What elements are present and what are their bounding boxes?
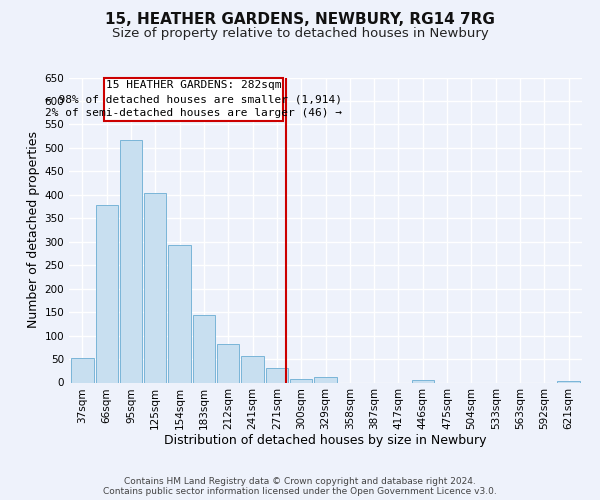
Bar xyxy=(241,356,264,382)
Text: Contains HM Land Registry data © Crown copyright and database right 2024.: Contains HM Land Registry data © Crown c… xyxy=(124,477,476,486)
Bar xyxy=(193,315,215,382)
X-axis label: Distribution of detached houses by size in Newbury: Distribution of detached houses by size … xyxy=(164,434,487,446)
Bar xyxy=(314,378,337,382)
Text: 15, HEATHER GARDENS, NEWBURY, RG14 7RG: 15, HEATHER GARDENS, NEWBURY, RG14 7RG xyxy=(105,12,495,28)
Text: Contains public sector information licensed under the Open Government Licence v3: Contains public sector information licen… xyxy=(103,487,497,496)
Bar xyxy=(169,245,191,382)
Bar xyxy=(120,140,142,382)
Text: 15 HEATHER GARDENS: 282sqm
← 98% of detached houses are smaller (1,914)
2% of se: 15 HEATHER GARDENS: 282sqm ← 98% of deta… xyxy=(45,80,342,118)
Bar xyxy=(144,194,166,382)
Text: Size of property relative to detached houses in Newbury: Size of property relative to detached ho… xyxy=(112,28,488,40)
Bar xyxy=(557,381,580,382)
Bar xyxy=(217,344,239,382)
Bar xyxy=(266,368,288,382)
Bar xyxy=(412,380,434,382)
Bar xyxy=(71,358,94,382)
Y-axis label: Number of detached properties: Number of detached properties xyxy=(27,132,40,328)
Bar xyxy=(95,205,118,382)
Bar xyxy=(290,378,313,382)
